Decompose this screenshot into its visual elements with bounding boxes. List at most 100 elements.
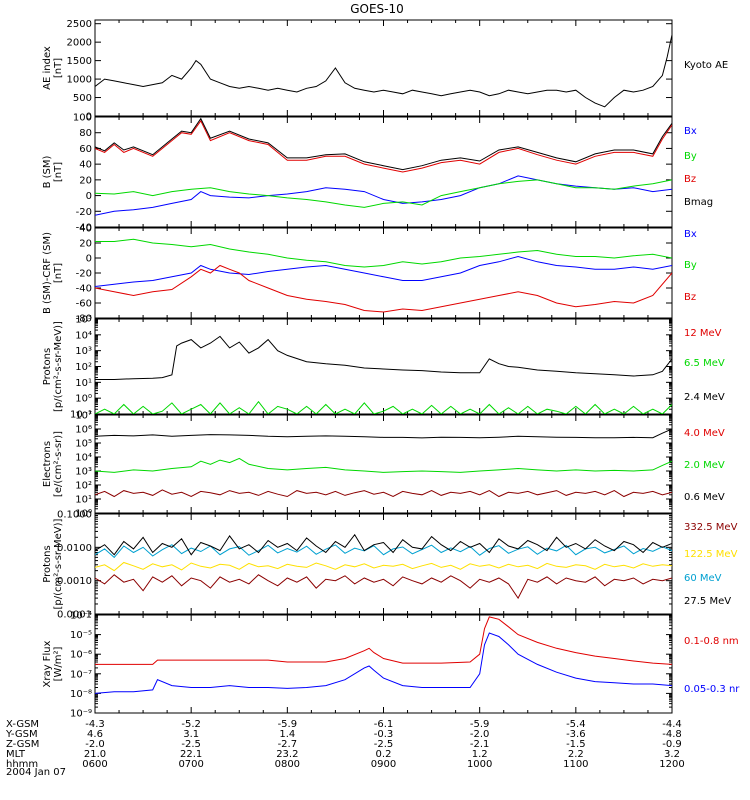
legend-entry: 2.4 MeV [684,392,725,403]
series-line-60-mev [95,544,672,559]
y-tick-label: -40 [76,223,92,234]
y-tick-label: 80 [79,128,92,139]
series-line-by [95,238,672,268]
y-tick-label: -20 [76,207,92,218]
y-tick-label: 40 [79,160,92,171]
y-tick-label: 2500 [67,19,92,30]
ephemeris-value: 22.1 [180,749,202,760]
y-tick-label: 10³ [75,467,92,478]
ephemeris-value: 0600 [82,759,107,770]
ephemeris-value: -2.0 [85,739,105,750]
ephemeris-value: -5.9 [278,719,298,730]
ephemeris-value: 1200 [659,759,684,770]
ephemeris-value: 23.2 [276,749,298,760]
ephemeris-value: 1000 [467,759,492,770]
ephemeris-value: 3.2 [664,749,680,760]
series-line-kyoto-ae [95,34,672,108]
y-axis-label: Protons [42,348,53,385]
ephemeris-row-label: X-GSM [6,719,39,730]
ephemeris-value: -0.9 [662,739,682,750]
y-axis-label: B (SM) [42,155,53,188]
panel-3: -80 -60 -40 -20 0 20 40 B (SM)-CRF (SM) [nT] Bx By… [42,224,697,325]
y-tick-label: 0.0001 [57,610,92,621]
ephemeris-value: -4.4 [662,719,682,730]
y-tick-label: 10³ [75,346,92,357]
y-tick-label: 10¹ [75,495,92,506]
y-axis-label: [e/(cm²-s-sr)] [53,431,64,497]
series-line-bz [95,264,672,313]
ephemeris-value: 21.0 [84,749,106,760]
panel-4: 10⁻¹ 10⁰ 10¹ 10² 10³ 10⁴ 10⁵ Protons [p/(cm²-s-s… [42,315,725,421]
legend-entry: 0.6 MeV [684,492,725,503]
legend-entry: Bx [684,229,697,240]
y-tick-label: 10⁰ [75,394,92,405]
panel-1: 0 500 1000 1500 2000 2500 AE index [nT] Kyoto AE [42,19,728,122]
panel-2: -40 -20 0 20 40 60 80 100 B (SM) [nT] Bx By Bz Bmag [42,113,713,234]
y-axis-label: B (SM)-CRF (SM) [42,232,53,314]
panel-frame [94,614,673,714]
y-axis-label: Electrons [42,441,53,487]
y-tick-label: 10⁴ [75,453,92,464]
y-axis-label: [nT] [53,58,64,78]
legend-entry: Bz [684,174,696,185]
y-tick-label: 500 [73,93,92,104]
y-tick-label: 0 [86,191,92,202]
ephemeris-value: 1.2 [472,749,488,760]
ephemeris-value: 4.6 [87,729,103,740]
date-label: 2004 Jan 07 [6,767,66,778]
y-tick-label: 10² [75,362,92,373]
legend-entry: 122.5 MeV [684,549,738,560]
y-tick-label: 20 [79,239,92,250]
ephemeris-row-label: MLT [6,749,26,760]
ephemeris-value: -5.9 [470,719,490,730]
legend-entry: By [684,260,697,271]
series-line-bmag [95,117,672,171]
y-axis-label: Xray Flux [42,640,53,687]
y-tick-label: 10⁵ [75,439,92,450]
series-line-0-05-0-3-nm [95,632,672,694]
panel-6: 0.0001 0.0010 0.0100 0.1000 Protons [p/(cm²-s… [42,510,738,621]
panel-frame [94,227,673,319]
y-tick-label: -40 [76,284,92,295]
y-tick-label: 10⁻⁴ [70,611,92,622]
panel-frame [94,318,673,415]
legend-entry: By [684,151,697,162]
y-tick-label: 10⁻⁷ [70,669,92,680]
y-tick-label: 10⁻⁶ [70,650,92,661]
y-tick-label: 100 [73,113,92,124]
y-tick-label: 10⁶ [75,425,92,436]
y-tick-label: 10² [75,481,92,492]
y-tick-label: 10⁷ [75,411,92,422]
y-axis-label: [p/(cm²-s-sr-MeV)] [53,321,64,412]
series-line-4-0-mev [95,489,672,498]
ephemeris-value: -3.6 [566,729,586,740]
ephemeris-value: 3.1 [183,729,199,740]
y-axis-label: [p/(cm²-s-sr-MeV)] [53,518,64,609]
y-tick-label: 1000 [67,75,92,86]
legend-entry: 60 MeV [684,573,722,584]
ephemeris-value: -6.1 [374,719,394,730]
y-tick-label: 60 [79,144,92,155]
ephemeris-row-label: Z-GSM [6,739,39,750]
y-tick-label: 40 [79,224,92,235]
legend-entry: 0.1-0.8 nm [684,636,739,647]
ephemeris-value: 1.4 [279,729,295,740]
y-tick-label: -60 [76,299,92,310]
y-tick-label: 0 [86,112,92,123]
ephemeris-table: X-GSM -4.3 -5.2 -5.9 -6.1 -5.9 -5.4 -4.4 Y-GSM 4.… [5,719,685,770]
y-axis-label: [W/m²] [53,646,64,681]
plot-title: GOES-10 [350,2,404,16]
legend-entry: 27.5 MeV [684,596,731,607]
y-tick-label: 0.0100 [57,543,92,554]
y-tick-label: 10⁵ [75,315,92,326]
y-tick-label: 20 [79,175,92,186]
legend-entry: Kyoto AE [684,60,728,71]
ephemeris-value: 0800 [275,759,300,770]
legend-entry: 0.05-0.3 nr [684,684,740,695]
panel-5: 10⁰ 10¹ 10² 10³ 10⁴ 10⁵ 10⁶ 10⁷ Electrons [e/(cm²… [42,411,725,520]
ephemeris-value: 2.2 [568,749,584,760]
series-line-bx [95,175,672,216]
series-line-6-5-mev [95,400,672,414]
